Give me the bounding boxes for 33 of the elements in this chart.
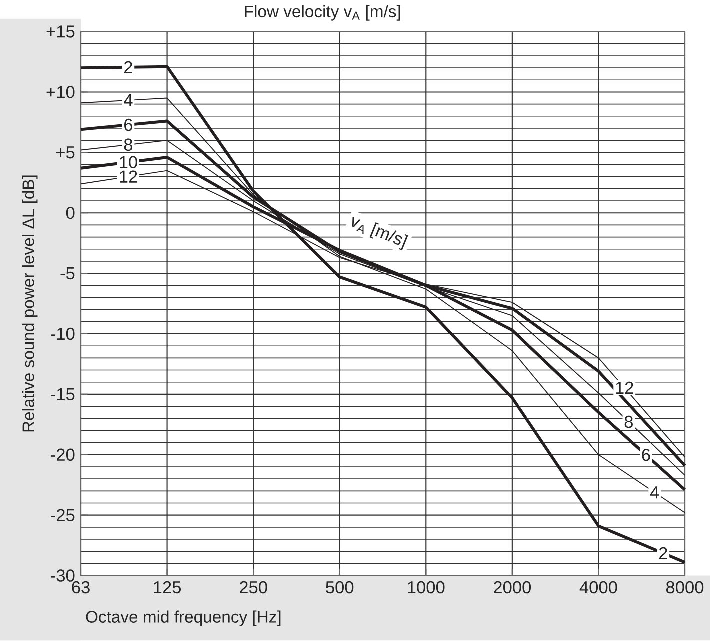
y-tick-label: +5 [56, 146, 75, 159]
x-tick-label: 2000 [494, 581, 532, 594]
text: 8 [124, 138, 133, 152]
y-tick-label: +10 [46, 86, 75, 98]
text: 6 [642, 449, 650, 462]
y-tick-label: -15 [51, 388, 75, 401]
series-label: 4 [124, 94, 133, 107]
x-tick-label: 1000 [408, 581, 445, 594]
x-axis-title: Octave mid frequency [Hz] [86, 610, 281, 626]
y-tick-label: -25 [51, 509, 75, 522]
chart-title: Flow velocity v$_{A}$ [m/s] [245, 5, 400, 21]
x-tick-label: 125 [154, 581, 182, 594]
series-label: 2 [124, 61, 132, 74]
y-tick-label: +15 [46, 26, 75, 38]
series-label: 10 [120, 156, 138, 169]
y-tick-label: -30 [51, 570, 75, 582]
series-label: 6 [124, 119, 133, 132]
y-tick-label: -10 [51, 328, 75, 340]
text: 2 [659, 547, 668, 560]
x-tick-label: 8000 [666, 581, 704, 594]
y-tick-label: -20 [51, 448, 75, 462]
y-axis-title: Relative sound power level ΔL [dB] [22, 176, 38, 432]
x-tick-label: 4000 [580, 581, 618, 594]
x-tick-label: 250 [240, 581, 268, 594]
y-tick-label: 0 [66, 207, 75, 220]
y-tick-label: -5 [60, 268, 75, 280]
series-label: 8 [624, 416, 633, 428]
x-tick-label: 500 [326, 581, 354, 594]
x-tick-label: 63 [72, 581, 90, 594]
annotation: v$_{A}$ [m/s] [352, 217, 408, 251]
text: 12 [616, 382, 634, 394]
text: 4 [650, 486, 660, 499]
series-label: 12 [120, 170, 138, 183]
